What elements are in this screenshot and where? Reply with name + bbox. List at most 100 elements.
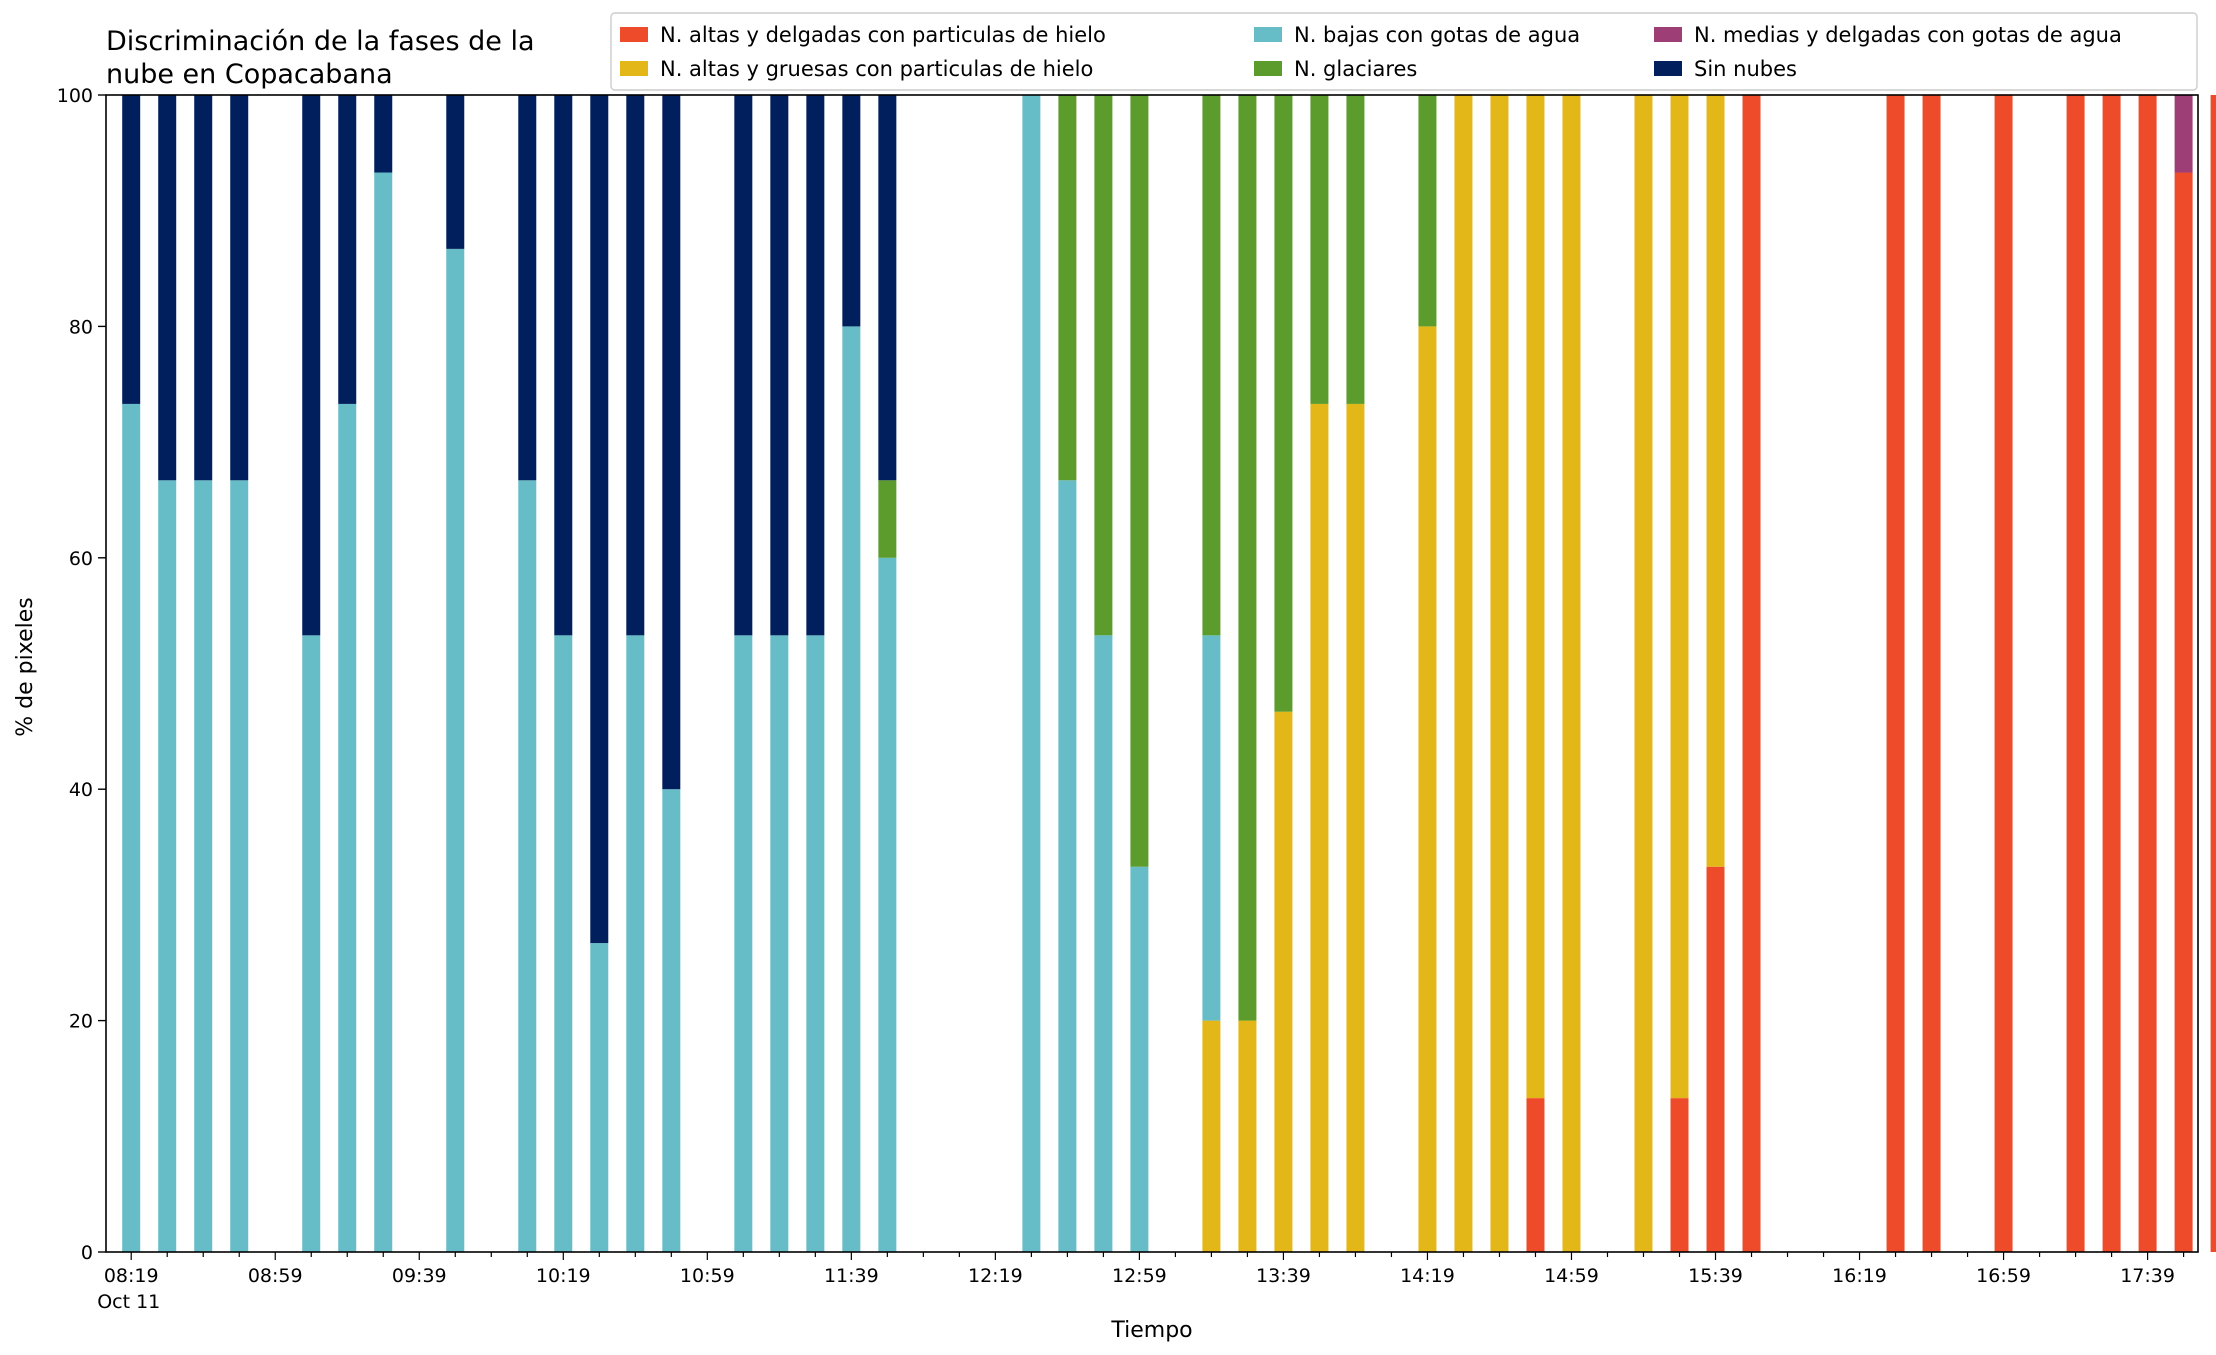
bar-segment-sin-5	[338, 95, 357, 404]
legend-swatch-sin	[1654, 61, 1682, 76]
bar-segment-baj_agua-1	[158, 480, 177, 1252]
x-tick-label-0: 08:19	[104, 1265, 159, 1287]
bar-segment-glac-20	[1094, 95, 1113, 636]
bar-segment-baj_agua-10	[590, 943, 609, 1252]
y-tick-label-5: 100	[57, 85, 93, 107]
bar-segment-alt_grue-32	[1634, 95, 1653, 1252]
bar-segment-baj_agua-17	[878, 557, 897, 1252]
bar-segment-sin-12	[662, 95, 681, 790]
bar-segment-baj_agua-3	[230, 480, 249, 1252]
x-tick-label-7: 12:59	[1112, 1265, 1167, 1287]
bar-segment-baj_agua-2	[194, 480, 213, 1252]
legend-label-alt_grue: N. altas y gruesas con particulas de hie…	[660, 57, 1093, 81]
bar-segment-glac-24	[1274, 95, 1293, 712]
legend-label-med_agua: N. medias y delgadas con gotas de agua	[1694, 23, 2122, 47]
legend-swatch-med_agua	[1654, 27, 1682, 42]
bar-segment-alt_delg-36	[1886, 95, 1905, 1252]
bar-segment-sin-15	[806, 95, 825, 636]
bar-segment-sin-0	[122, 95, 141, 404]
bar-segment-baj_agua-12	[662, 789, 681, 1252]
bar-segment-alt_delg-39	[2066, 95, 2085, 1252]
bar-segment-glac-21	[1130, 95, 1149, 867]
bar-segment-sin-16	[842, 95, 861, 327]
bar-segment-baj_agua-7	[446, 248, 465, 1252]
x-tick-date-label: Oct 11	[97, 1291, 160, 1313]
bar-segment-sin-6	[374, 95, 393, 173]
bar-segment-baj_agua-4	[302, 635, 321, 1252]
bars	[122, 95, 2216, 1252]
bar-segment-baj_agua-20	[1094, 635, 1113, 1252]
bar-segment-alt_grue-24	[1274, 711, 1293, 1252]
chart-title-line-1: Discriminación de la fases de la	[106, 26, 535, 57]
bar-segment-sin-17	[878, 95, 897, 481]
bar-segment-sin-13	[734, 95, 753, 636]
bar-segment-alt_grue-22	[1202, 1020, 1221, 1252]
bar-segment-sin-7	[446, 95, 465, 249]
bar-segment-baj_agua-16	[842, 326, 861, 1252]
bar-segment-baj_agua-8	[518, 480, 537, 1252]
x-tick-label-12: 16:19	[1832, 1265, 1887, 1287]
x-tick-label-5: 11:39	[824, 1265, 879, 1287]
bar-segment-alt_grue-30	[1526, 95, 1545, 1099]
legend-label-sin: Sin nubes	[1694, 57, 1797, 81]
bar-segment-alt_delg-35	[1742, 95, 1761, 1252]
bar-segment-glac-17	[878, 480, 897, 558]
bar-segment-sin-1	[158, 95, 177, 481]
bar-segment-alt_grue-29	[1490, 95, 1509, 1252]
legend-label-glac: N. glaciares	[1294, 57, 1417, 81]
x-tick-label-11: 15:39	[1688, 1265, 1743, 1287]
bar-segment-glac-25	[1310, 95, 1329, 404]
bar-segment-sin-14	[770, 95, 789, 636]
bar-segment-alt_grue-28	[1454, 95, 1473, 1252]
bar-segment-alt_delg-30	[1526, 1098, 1545, 1252]
x-tick-label-1: 08:59	[248, 1265, 303, 1287]
bar-segment-baj_agua-6	[374, 172, 393, 1252]
bar-segment-glac-27	[1418, 95, 1437, 327]
bar-segment-glac-26	[1346, 95, 1365, 404]
bar-segment-alt_grue-26	[1346, 403, 1365, 1252]
x-tick-label-3: 10:19	[536, 1265, 591, 1287]
x-axis-label: Tiempo	[1110, 1318, 1192, 1343]
bar-segment-sin-8	[518, 95, 537, 481]
bar-segment-alt_grue-27	[1418, 326, 1437, 1252]
x-tick-label-13: 16:59	[1976, 1265, 2031, 1287]
bar-segment-alt_grue-34	[1706, 95, 1725, 867]
bar-segment-sin-10	[590, 95, 609, 944]
bar-segment-glac-22	[1202, 95, 1221, 636]
bar-segment-alt_delg-40	[2102, 95, 2121, 1252]
bar-segment-baj_agua-21	[1130, 866, 1149, 1252]
bar-segment-baj_agua-5	[338, 403, 357, 1252]
x-tick-label-4: 10:59	[680, 1265, 735, 1287]
bar-segment-baj_agua-22	[1202, 635, 1221, 1021]
bar-segment-alt_delg-38	[1994, 95, 2013, 1252]
bar-segment-sin-11	[626, 95, 645, 636]
bar-segment-alt_delg-41	[2138, 95, 2157, 1252]
bar-segment-alt_grue-23	[1238, 1020, 1257, 1252]
bar-segment-alt_grue-31	[1562, 95, 1581, 1252]
bar-segment-baj_agua-9	[554, 635, 573, 1252]
x-tick-label-14: 17:39	[2120, 1265, 2175, 1287]
bar-segment-glac-19	[1058, 95, 1077, 481]
legend-swatch-alt_grue	[620, 61, 648, 76]
x-tick-label-6: 12:19	[968, 1265, 1023, 1287]
bar-segment-baj_agua-19	[1058, 480, 1077, 1252]
bar-segment-glac-23	[1238, 95, 1257, 1021]
x-tick-label-8: 13:39	[1256, 1265, 1311, 1287]
axes: 0 20 40 60 80 100 08:19 08:59 09:39 10:19 10:59 11:…	[57, 85, 2199, 1313]
plot-frame	[105, 94, 2199, 1253]
bar-segment-alt_delg-37	[1922, 95, 1941, 1252]
bar-segment-sin-9	[554, 95, 573, 636]
y-axis-label: % de pixeles	[13, 597, 38, 736]
y-tick-label-2: 40	[69, 779, 93, 801]
y-tick-label-0: 0	[81, 1242, 93, 1264]
bar-segment-med_agua-42	[2174, 95, 2193, 173]
chart-title-line-2: nube en Copacabana	[106, 59, 393, 90]
y-tick-label-3: 60	[69, 548, 93, 570]
legend-swatch-glac	[1254, 61, 1282, 76]
bar-segment-sin-4	[302, 95, 321, 636]
bar-segment-alt_grue-25	[1310, 403, 1329, 1252]
bar-segment-alt_delg-43	[2210, 95, 2216, 1252]
bar-segment-baj_agua-18	[1022, 95, 1041, 1252]
legend: N. altas y delgadas con particulas de hi…	[610, 12, 2198, 91]
